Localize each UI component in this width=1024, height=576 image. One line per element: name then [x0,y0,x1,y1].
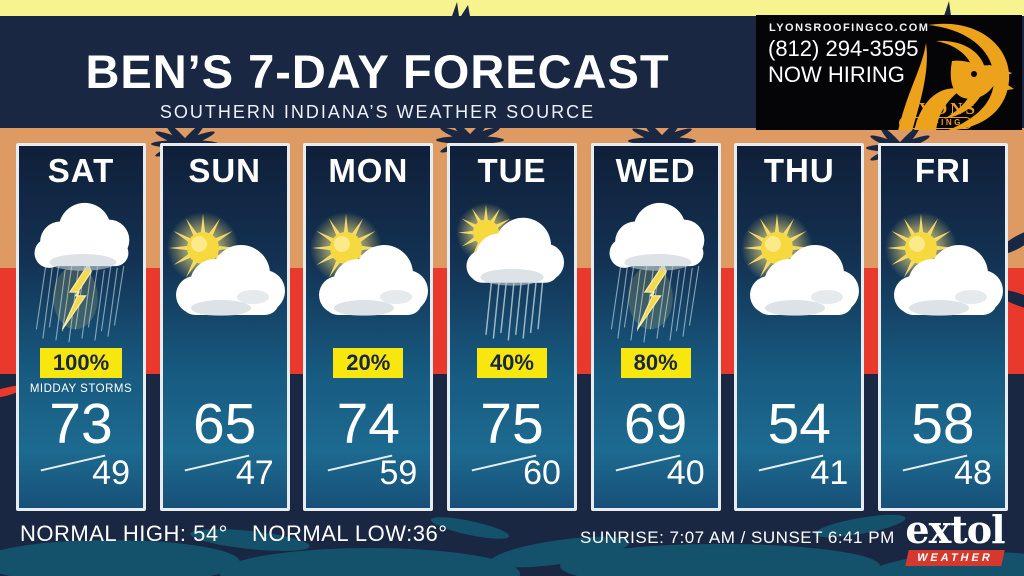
day-label: SAT [47,152,115,189]
day-label: SUN [188,152,261,189]
normal-high-text: NORMAL HIGH: 54° [20,521,228,546]
day-label: THU [763,152,835,189]
high-temp: 65 [192,392,257,456]
extol-weather-logo: extol WEATHER [893,507,1017,566]
precip-note: MIDDAY STORMS [29,383,133,395]
day-label: TUE [477,152,547,189]
low-temp: 41 [810,454,849,492]
sponsor-hiring-text: NOW HIRING [768,62,905,87]
low-temp: 40 [666,454,705,492]
high-temp: 58 [911,392,975,456]
temps: 58 48 [881,146,1005,508]
temps: 74 59 [306,146,430,508]
temps: 73 49 [19,146,143,508]
sponsor-url: LYONSROOFINGCO.COM [769,22,930,34]
day-card-sun: SUN 65 47 [159,143,290,511]
temps: 65 47 [163,146,287,508]
extol-wordmark: extol [905,507,1005,552]
day-card-tue: TUE 40% 75 60 [446,143,577,511]
low-temp: 60 [523,454,561,492]
day-label: MON [328,152,409,189]
temps: 69 40 [594,146,718,508]
day-card-sat: SAT 100% MIDDAY STORMS 73 49 [16,143,146,511]
high-temp: 73 [49,392,113,456]
day-label: FRI [914,152,972,189]
precip-badge: 100% [39,348,123,378]
high-temp: 74 [336,392,401,456]
high-temp: 54 [767,392,831,456]
temps: 54 41 [737,146,861,508]
sponsor-phone: (812) 294-3595 [768,36,919,61]
top-accent-strip [0,0,1024,16]
precip-badge: 20% [333,348,404,378]
lion-icon [898,23,1014,130]
day-card-wed: WED 80% 69 40 [590,143,721,511]
day-card-thu: THU 54 41 [734,143,865,511]
high-temp: 69 [623,392,688,456]
page-subtitle: SOUTHERN INDIANA’S WEATHER SOURCE [159,102,596,122]
high-temp: 75 [480,392,544,456]
sponsor-brand-name: LYONS [906,99,979,118]
sponsor-ad: LYONSROOFINGCO.COM (812) 294-3595 NOW HI… [756,15,1022,130]
low-temp: 47 [235,454,274,492]
low-temp: 59 [379,454,418,492]
low-temp: 48 [954,454,992,492]
sunrise-sunset-text: SUNRISE: 7:07 AM / SUNSET 6:41 PM [580,528,895,547]
precip-badge: 40% [476,348,547,378]
day-label: WED [615,152,696,189]
normal-low-text: NORMAL LOW:36° [252,521,448,546]
precip-badge: 80% [620,348,691,378]
day-card-mon: MON 20% 74 59 [303,143,434,511]
page-title: BEN’S 7-DAY FORECAST [85,45,670,98]
forecast-strip: SAT 100% MIDDAY STORMS 73 49 SUN 65 47 M… [16,143,1008,511]
extol-weather-badge: WEATHER [905,550,1005,566]
low-temp: 49 [92,454,130,492]
sponsor-brand-sub: ROOFING [899,117,972,129]
day-card-fri: FRI 58 48 [877,143,1008,511]
temps: 75 60 [450,146,574,508]
